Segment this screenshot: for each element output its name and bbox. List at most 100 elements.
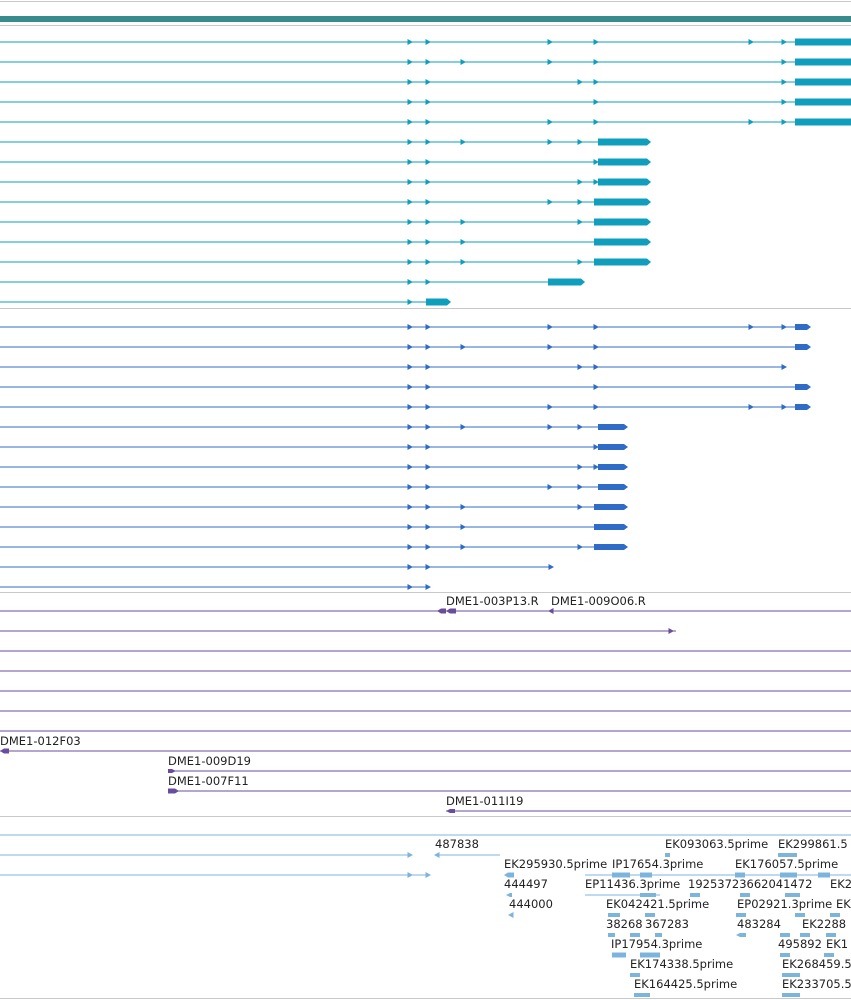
- coding-exon[interactable]: [598, 178, 651, 186]
- coding-exon[interactable]: [795, 78, 851, 86]
- coding-exon[interactable]: [665, 853, 670, 857]
- coding-exon[interactable]: [818, 872, 830, 878]
- feature-label[interactable]: IP17954.3prime: [611, 937, 702, 951]
- feature-label[interactable]: 444000: [509, 897, 553, 911]
- coding-exon[interactable]: [826, 933, 836, 937]
- coding-exon[interactable]: [612, 952, 626, 958]
- coding-exon[interactable]: [598, 464, 628, 470]
- feature-label[interactable]: IP17654.3prime: [612, 857, 703, 871]
- coding-exon[interactable]: [598, 158, 651, 166]
- coding-exon[interactable]: [795, 38, 851, 46]
- coding-exon[interactable]: [795, 384, 811, 390]
- coding-exon[interactable]: [795, 118, 851, 126]
- coding-exon[interactable]: [785, 893, 800, 897]
- coding-exon[interactable]: [168, 769, 176, 773]
- coding-exon[interactable]: [780, 872, 797, 878]
- feature-label[interactable]: EP02921.3prime: [737, 897, 832, 911]
- coding-exon[interactable]: [782, 973, 800, 977]
- feature-label[interactable]: EK2: [830, 877, 851, 891]
- coding-exon[interactable]: [630, 933, 640, 937]
- coding-exon[interactable]: [740, 893, 750, 897]
- coding-exon[interactable]: [830, 913, 840, 917]
- feature-label[interactable]: EK268459.5: [782, 957, 851, 971]
- exon-arrow: [547, 119, 553, 125]
- exon-block[interactable]: [736, 933, 746, 937]
- coding-exon[interactable]: [782, 993, 800, 997]
- coding-exon[interactable]: [640, 893, 656, 897]
- coding-exon[interactable]: [630, 973, 640, 977]
- feature-label[interactable]: EP11436.3prime: [585, 877, 680, 891]
- feature-label[interactable]: EK176057.5prime: [735, 857, 838, 871]
- feature-label[interactable]: 483284: [737, 917, 781, 931]
- coding-exon[interactable]: [780, 953, 790, 957]
- coding-exon[interactable]: [608, 913, 620, 917]
- feature-label[interactable]: EK299861.5: [778, 837, 848, 851]
- coding-exon[interactable]: [736, 913, 746, 917]
- exon-block[interactable]: [446, 608, 456, 614]
- coding-exon[interactable]: [594, 544, 628, 550]
- coding-exon[interactable]: [735, 872, 745, 878]
- exon-block[interactable]: [446, 809, 455, 813]
- coding-exon[interactable]: [426, 298, 451, 306]
- feature-label[interactable]: 487838: [435, 837, 479, 851]
- feature-label[interactable]: EK295930.5prime: [504, 857, 607, 871]
- coding-exon[interactable]: [795, 344, 811, 350]
- exon-arrow: [577, 79, 583, 85]
- coding-exon[interactable]: [645, 913, 655, 917]
- coding-exon[interactable]: [795, 324, 811, 330]
- coding-exon[interactable]: [780, 933, 790, 937]
- coding-exon[interactable]: [594, 258, 651, 266]
- feature-label[interactable]: DME1-003P13.R: [446, 594, 539, 608]
- coding-exon[interactable]: [594, 524, 628, 530]
- coding-exon[interactable]: [795, 98, 851, 106]
- coding-exon[interactable]: [594, 218, 651, 226]
- coding-exon[interactable]: [598, 424, 628, 430]
- feature-label[interactable]: DME1-011I19: [446, 794, 524, 808]
- coding-exon[interactable]: [640, 872, 652, 878]
- coding-exon[interactable]: [594, 198, 651, 206]
- coding-exon[interactable]: [800, 933, 810, 937]
- feature-label[interactable]: 444497: [504, 877, 548, 891]
- coding-exon[interactable]: [612, 872, 630, 878]
- coding-exon[interactable]: [548, 278, 585, 286]
- feature-label[interactable]: EK233705.5: [782, 977, 851, 991]
- coding-exon[interactable]: [690, 893, 700, 897]
- coding-exon[interactable]: [795, 404, 811, 410]
- coding-exon[interactable]: [598, 484, 628, 490]
- exon-block[interactable]: [437, 608, 446, 614]
- coding-exon[interactable]: [655, 933, 662, 937]
- feature-label[interactable]: EK1: [826, 937, 848, 951]
- coding-exon[interactable]: [608, 933, 615, 937]
- feature-label[interactable]: EK2288: [802, 917, 846, 931]
- coding-exon[interactable]: [634, 993, 650, 997]
- feature-label[interactable]: EK164425.5prime: [634, 977, 737, 991]
- feature-label[interactable]: 495892: [778, 937, 822, 951]
- feature-label[interactable]: DME1-009O06.R: [551, 594, 646, 608]
- coding-exon[interactable]: [594, 504, 628, 510]
- exon-arrow: [593, 99, 599, 105]
- coding-exon[interactable]: [594, 238, 651, 246]
- feature-label[interactable]: DME1-012F03: [0, 734, 81, 748]
- feature-label[interactable]: 19253723662041472: [688, 877, 812, 891]
- feature-label[interactable]: EK174338.5prime: [630, 957, 733, 971]
- coding-exon[interactable]: [168, 788, 179, 794]
- feature-label[interactable]: 367283: [645, 917, 689, 931]
- coding-exon[interactable]: [824, 953, 834, 957]
- exon-block[interactable]: [0, 748, 9, 754]
- feature-label[interactable]: EK: [836, 897, 851, 911]
- coding-exon[interactable]: [795, 58, 851, 66]
- feature-label[interactable]: DME1-007F11: [168, 774, 249, 788]
- feature-label[interactable]: EK093063.5prime: [665, 837, 768, 851]
- feature-label[interactable]: 38268: [606, 917, 643, 931]
- coding-exon[interactable]: [778, 853, 797, 857]
- coding-exon[interactable]: [640, 952, 660, 958]
- exon-arrow: [748, 39, 754, 45]
- exon-block[interactable]: [506, 893, 512, 897]
- exon-block[interactable]: [504, 872, 514, 878]
- coding-exon[interactable]: [795, 913, 805, 917]
- coding-exon[interactable]: [598, 138, 651, 146]
- exon-arrow: [593, 344, 599, 350]
- coding-exon[interactable]: [598, 444, 628, 450]
- feature-label[interactable]: EK042421.5prime: [606, 897, 709, 911]
- feature-label[interactable]: DME1-009D19: [168, 754, 251, 768]
